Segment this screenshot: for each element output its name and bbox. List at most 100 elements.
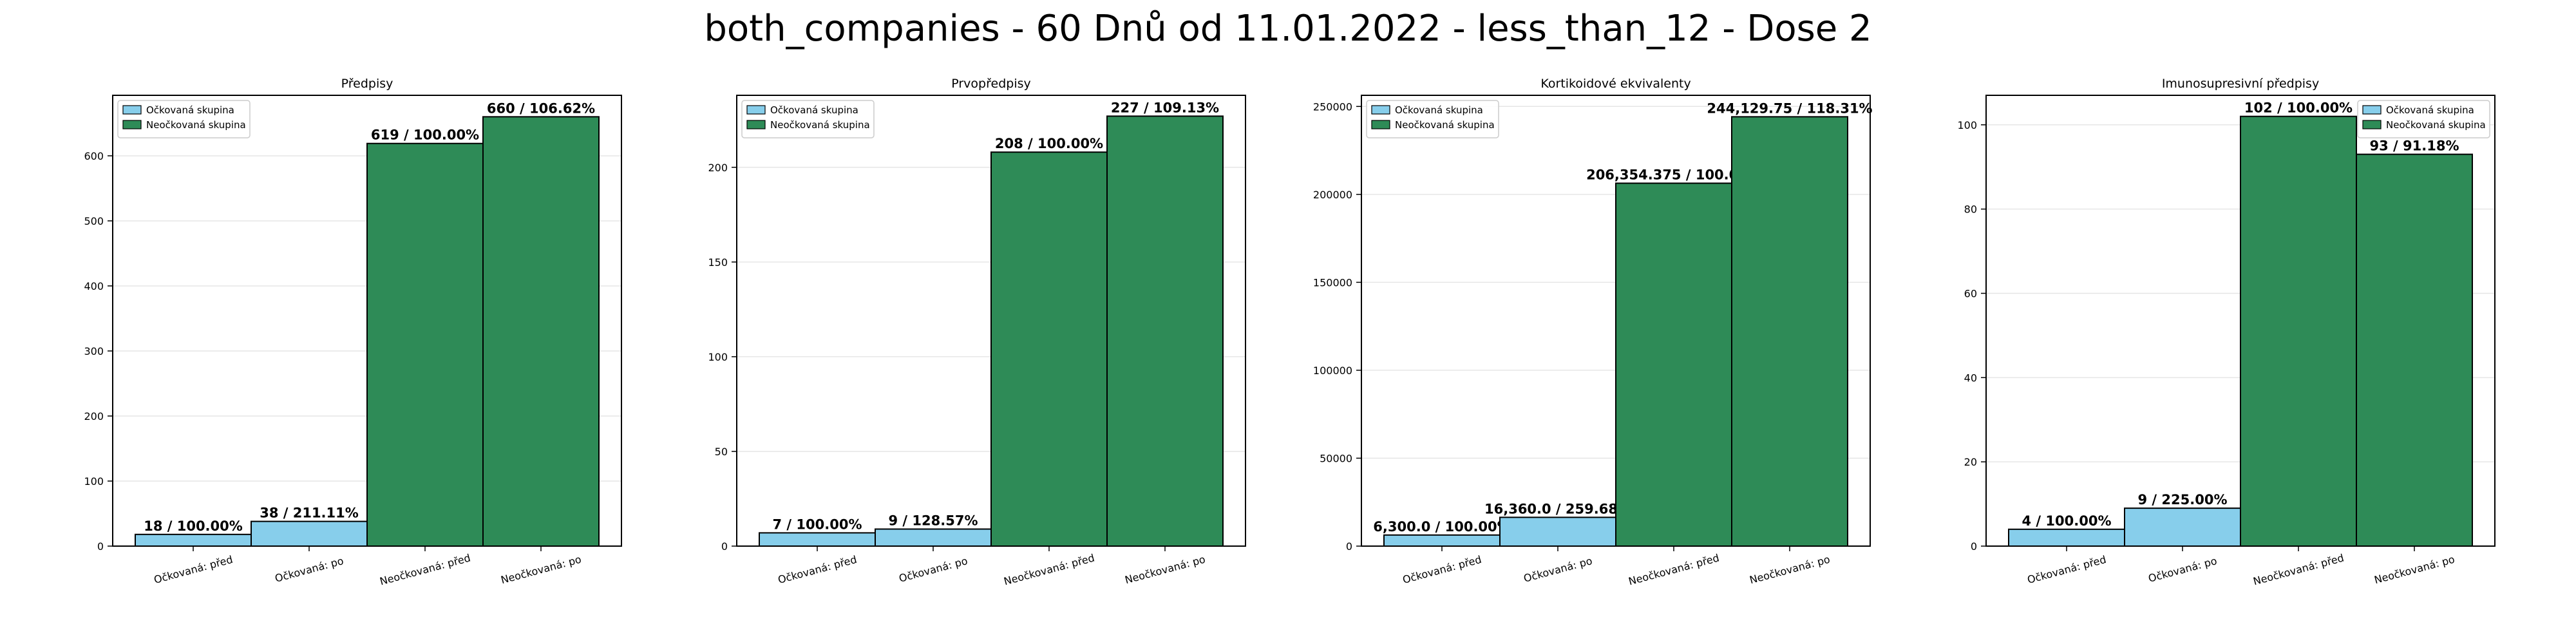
x-tick-label: Očkovaná: před	[2026, 553, 2108, 586]
y-tick-label: 200000	[1313, 189, 1352, 201]
bar-value-label: 619 / 100.00%	[371, 128, 479, 143]
legend-label: Neočkovaná skupina	[2386, 119, 2486, 131]
bar	[482, 116, 600, 547]
legend-label: Neočkovaná skupina	[146, 119, 246, 131]
legend-swatch-vaccinated	[1371, 105, 1390, 115]
y-tick-label: 50000	[1320, 452, 1352, 464]
bar	[875, 528, 992, 547]
x-tick-label: Očkovaná: po	[898, 554, 969, 585]
legend-swatch-vaccinated	[122, 105, 142, 115]
chart-title: Prvopředpisy	[951, 77, 1031, 91]
x-tick-label: Neočkovaná: před	[1003, 552, 1096, 588]
bar	[366, 142, 484, 547]
legend-label: Očkovaná skupina	[146, 104, 234, 116]
chart-panel-2: 7 / 100.00% Očkovaná: před 9 / 128.57% Očko…	[708, 77, 1246, 588]
y-tick-label: 0	[1346, 540, 1352, 553]
x-tick-label: Neočkovaná: po	[2373, 553, 2456, 587]
bar-value-label: 660 / 106.62%	[487, 100, 595, 116]
x-tick-label: Očkovaná: po	[274, 554, 345, 585]
x-tick-label: Neočkovaná: před	[2252, 552, 2345, 588]
legend-swatch-vaccinated	[2362, 105, 2382, 115]
x-tick-label: Neočkovaná: před	[379, 552, 472, 588]
legend-box	[117, 100, 251, 138]
bar	[251, 520, 368, 547]
axes-frame	[1361, 95, 1871, 547]
bar-value-label: 4 / 100.00%	[2022, 513, 2112, 529]
bar-value-label: 227 / 109.13%	[1111, 100, 1219, 115]
x-tick-label: Očkovaná: po	[2147, 554, 2219, 585]
bar	[1106, 115, 1224, 547]
bar	[1383, 534, 1501, 547]
legend: Očkovaná skupina Neočkovaná skupina	[117, 100, 251, 138]
bar	[135, 533, 252, 547]
figure-title: both_companies - 60 Dnů od 11.01.2022 - …	[704, 8, 1872, 50]
y-tick-label: 20	[1964, 456, 1977, 468]
y-tick-label: 0	[721, 540, 728, 553]
y-tick-label: 100000	[1313, 365, 1352, 377]
y-tick-label: 500	[84, 215, 104, 227]
chart-title: Kortikoidové ekvivalenty	[1540, 77, 1690, 91]
y-tick-label: 200	[84, 410, 104, 422]
axes-frame	[112, 95, 622, 547]
legend-swatch-unvaccinated	[122, 120, 142, 129]
bar-value-label: 6,300.0 / 100.00%	[1373, 519, 1510, 535]
chart-title: Imunosupresivní předpisy	[2162, 77, 2319, 91]
y-tick-label: 80	[1964, 204, 1977, 216]
chart-panel-4: 4 / 100.00% Očkovaná: před 9 / 225.00% Očko…	[1957, 77, 2496, 588]
chart-panel-1: 18 / 100.00% Očkovaná: před 38 / 211.11% Oč…	[84, 77, 622, 588]
x-tick-label: Neočkovaná: před	[1627, 552, 1721, 588]
chart-panel-3: 6,300.0 / 100.00% Očkovaná: před 16,360.0 …	[1313, 77, 1873, 587]
bar-value-label: 18 / 100.00%	[144, 518, 243, 534]
x-tick-label: Očkovaná: před	[1401, 553, 1483, 586]
y-tick-label: 150000	[1313, 276, 1352, 289]
y-tick-label: 600	[84, 150, 104, 162]
bar	[2124, 507, 2241, 547]
bar-value-label: 16,360.0 / 259.68%	[1484, 501, 1631, 516]
bar	[1615, 182, 1732, 547]
x-tick-label: Neočkovaná: po	[1748, 553, 1832, 587]
bar-value-label: 9 / 225.00%	[2138, 492, 2228, 507]
y-tick-label: 200	[708, 162, 728, 174]
x-tick-label: Očkovaná: před	[777, 553, 858, 586]
bar-value-label: 7 / 100.00%	[773, 516, 862, 532]
bar	[2356, 153, 2473, 547]
legend-swatch-vaccinated	[746, 105, 766, 115]
bar-value-label: 93 / 91.18%	[2370, 138, 2459, 154]
y-tick-label: 100	[1957, 119, 1977, 131]
y-tick-label: 60	[1964, 287, 1977, 299]
legend-box	[2357, 100, 2490, 138]
legend-box	[1366, 100, 1499, 138]
legend-swatch-unvaccinated	[2362, 120, 2382, 129]
legend-box	[741, 100, 875, 138]
x-tick-label: Neočkovaná: po	[500, 553, 583, 587]
bar-value-label: 102 / 100.00%	[2244, 100, 2353, 116]
x-tick-label: Očkovaná: po	[1522, 554, 1594, 585]
chart-title: Předpisy	[341, 77, 393, 91]
legend-label: Neočkovaná skupina	[1395, 119, 1495, 131]
legend-swatch-unvaccinated	[1371, 120, 1390, 129]
y-tick-label: 400	[84, 280, 104, 292]
y-tick-label: 50	[715, 446, 728, 458]
y-tick-label: 0	[1971, 540, 1977, 553]
bar	[1499, 516, 1616, 547]
y-tick-label: 250000	[1313, 100, 1352, 113]
bar-value-label: 244,129.75 / 118.31%	[1707, 100, 1872, 116]
bar	[2008, 528, 2125, 547]
legend-label: Očkovaná skupina	[770, 104, 858, 116]
bar-value-label: 38 / 211.11%	[260, 506, 359, 521]
legend-label: Očkovaná skupina	[2386, 104, 2474, 116]
legend-label: Očkovaná skupina	[1395, 104, 1483, 116]
axes-frame	[736, 95, 1246, 547]
axes-frame	[1985, 95, 2496, 547]
bar	[2240, 115, 2357, 547]
bar-value-label: 208 / 100.00%	[995, 136, 1103, 151]
bar-value-label: 9 / 128.57%	[889, 513, 978, 529]
y-tick-label: 300	[84, 345, 104, 357]
y-tick-label: 150	[708, 256, 728, 269]
x-tick-label: Očkovaná: před	[153, 553, 234, 586]
legend: Očkovaná skupina Neočkovaná skupina	[2357, 100, 2490, 138]
legend: Očkovaná skupina Neočkovaná skupina	[741, 100, 875, 138]
y-tick-label: 100	[84, 475, 104, 488]
bar	[759, 532, 876, 547]
